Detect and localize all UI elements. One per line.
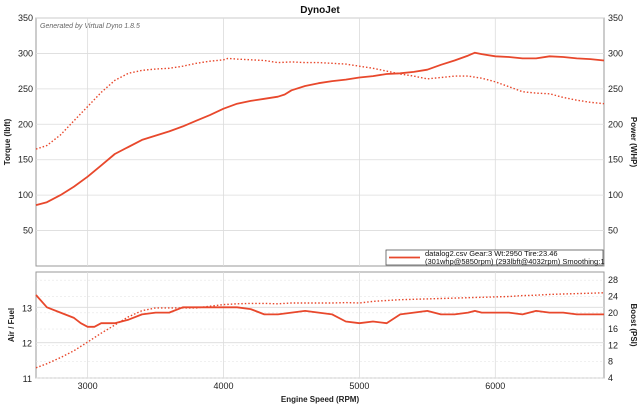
top-left-tick-label: 300 — [18, 48, 33, 58]
bottom-plot-border — [35, 271, 605, 379]
top-tick-labels: 50 100 150 200 250 300 350 50 100 150 200 250 300 350 — [18, 13, 623, 236]
top-left-tick-label: 50 — [23, 226, 33, 236]
power-series-line — [35, 51, 605, 206]
y-axis-label-boost: Boost (PSI) — [629, 303, 638, 346]
top-left-tick-label: 150 — [18, 155, 33, 165]
legend: datalog2.csv Gear:3 Wt:2950 Tire:23.46 (… — [385, 249, 605, 266]
bottom-left-tick-label: 12 — [22, 339, 32, 349]
top-series-group — [35, 51, 605, 206]
x-tick-label: 3000 — [78, 381, 98, 391]
y-axis-label-power: Power (WHP) — [629, 117, 638, 168]
top-right-tick-label: 50 — [608, 226, 618, 236]
bottom-right-tick-label: 28 — [608, 275, 618, 285]
x-tick-label: 5000 — [349, 381, 369, 391]
top-right-tick-label: 300 — [608, 48, 623, 58]
legend-box — [385, 249, 604, 266]
top-right-tick-label: 350 — [608, 13, 623, 23]
legend-line-1: datalog2.csv Gear:3 Wt:2950 Tire:23.46 — [425, 249, 558, 258]
top-right-tick-label: 150 — [608, 155, 623, 165]
boost-series-line — [35, 292, 605, 369]
top-left-tick-label: 250 — [18, 84, 33, 94]
afr-series-line — [35, 294, 604, 328]
top-plot-area — [35, 17, 605, 267]
top-plot-border — [35, 17, 605, 267]
torque-series-line — [35, 57, 605, 150]
bottom-right-tick-label: 20 — [608, 308, 618, 318]
bottom-right-tick-label: 16 — [608, 324, 618, 334]
bottom-left-tick-label: 11 — [23, 374, 32, 384]
bottom-series-group — [35, 292, 605, 369]
y-axis-label-afr: Air / Fuel — [7, 308, 16, 342]
bottom-right-tick-label: 8 — [608, 357, 613, 367]
bottom-tick-labels: 11 12 13 4 8 12 16 20 24 28 3000 4000 5000 6000 — [22, 275, 618, 391]
x-tick-label: 4000 — [214, 381, 234, 391]
top-right-tick-label: 100 — [608, 190, 623, 200]
legend-line-2: (301whp@5850rpm) (293lbft@4032rpm) Smoot… — [425, 257, 605, 266]
top-right-tick-label: 200 — [608, 119, 623, 129]
bottom-right-tick-label: 4 — [608, 373, 613, 383]
chart-title: DynoJet — [300, 5, 340, 16]
x-axis-label: Engine Speed (RPM) — [281, 395, 360, 404]
top-left-tick-label: 200 — [18, 119, 33, 129]
x-tick-label: 6000 — [485, 381, 505, 391]
top-right-tick-label: 250 — [608, 84, 623, 94]
top-left-tick-label: 350 — [18, 13, 33, 23]
top-left-tick-label: 100 — [18, 190, 33, 200]
bottom-left-tick-label: 13 — [22, 303, 32, 313]
y-axis-label-torque: Torque (lbft) — [3, 118, 12, 165]
bottom-right-tick-label: 12 — [608, 340, 618, 350]
bottom-plot-area — [35, 271, 605, 379]
watermark-text: Generated by Virtual Dyno 1.8.5 — [40, 23, 140, 30]
bottom-right-tick-label: 24 — [608, 291, 618, 301]
